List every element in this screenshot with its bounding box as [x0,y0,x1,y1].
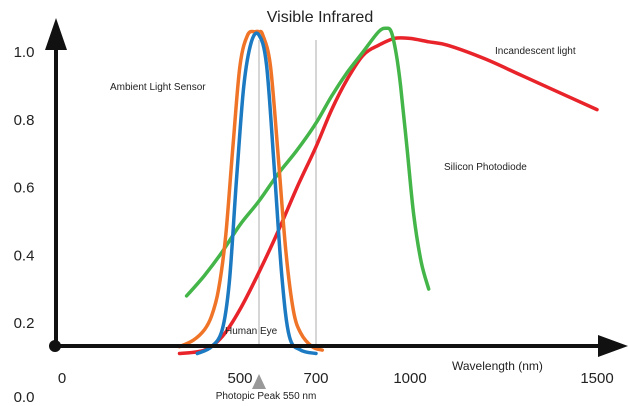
label-human-eye: Human Eye [225,326,278,337]
series-line-ambient [177,29,325,352]
photopic-peak-label: Photopic Peak 550 nm [216,391,317,402]
photopic-peak-marker-icon [252,374,266,389]
x-tick-label: 0 [58,370,66,387]
label-silicon-photodiode: Silicon Photodiode [444,162,527,173]
series-line-human-eye [195,31,318,356]
y-axis-arrow [45,18,67,50]
x-axis-arrow [598,335,628,357]
y-tick-label: 0.2 [14,315,35,332]
series-line-incandescent [177,36,599,356]
series-line-silicon [184,26,431,298]
x-tick-label: 700 [303,370,328,387]
x-tick-label: 1000 [393,370,426,387]
y-tick-label: 0.0 [14,389,35,406]
x-axis-label: Wavelength (nm) [452,359,543,373]
x-tick-labels: 0 500 700 1000 1500 [58,370,614,387]
y-tick-labels: 0.0 0.2 0.4 0.6 0.8 1.0 [14,44,35,406]
label-ambient-light-sensor: Ambient Light Sensor [110,82,206,93]
x-tick-label: 1500 [580,370,613,387]
y-tick-label: 1.0 [14,44,35,61]
y-tick-label: 0.8 [14,112,35,129]
label-incandescent-light: Incandescent light [495,46,576,57]
y-tick-label: 0.4 [14,247,35,264]
reference-lines [258,40,317,346]
x-tick-label: 500 [227,370,252,387]
chart-title: Visible Infrared [267,9,373,26]
y-tick-label: 0.6 [14,180,35,197]
series-group [177,26,599,356]
origin-dot [49,340,61,352]
